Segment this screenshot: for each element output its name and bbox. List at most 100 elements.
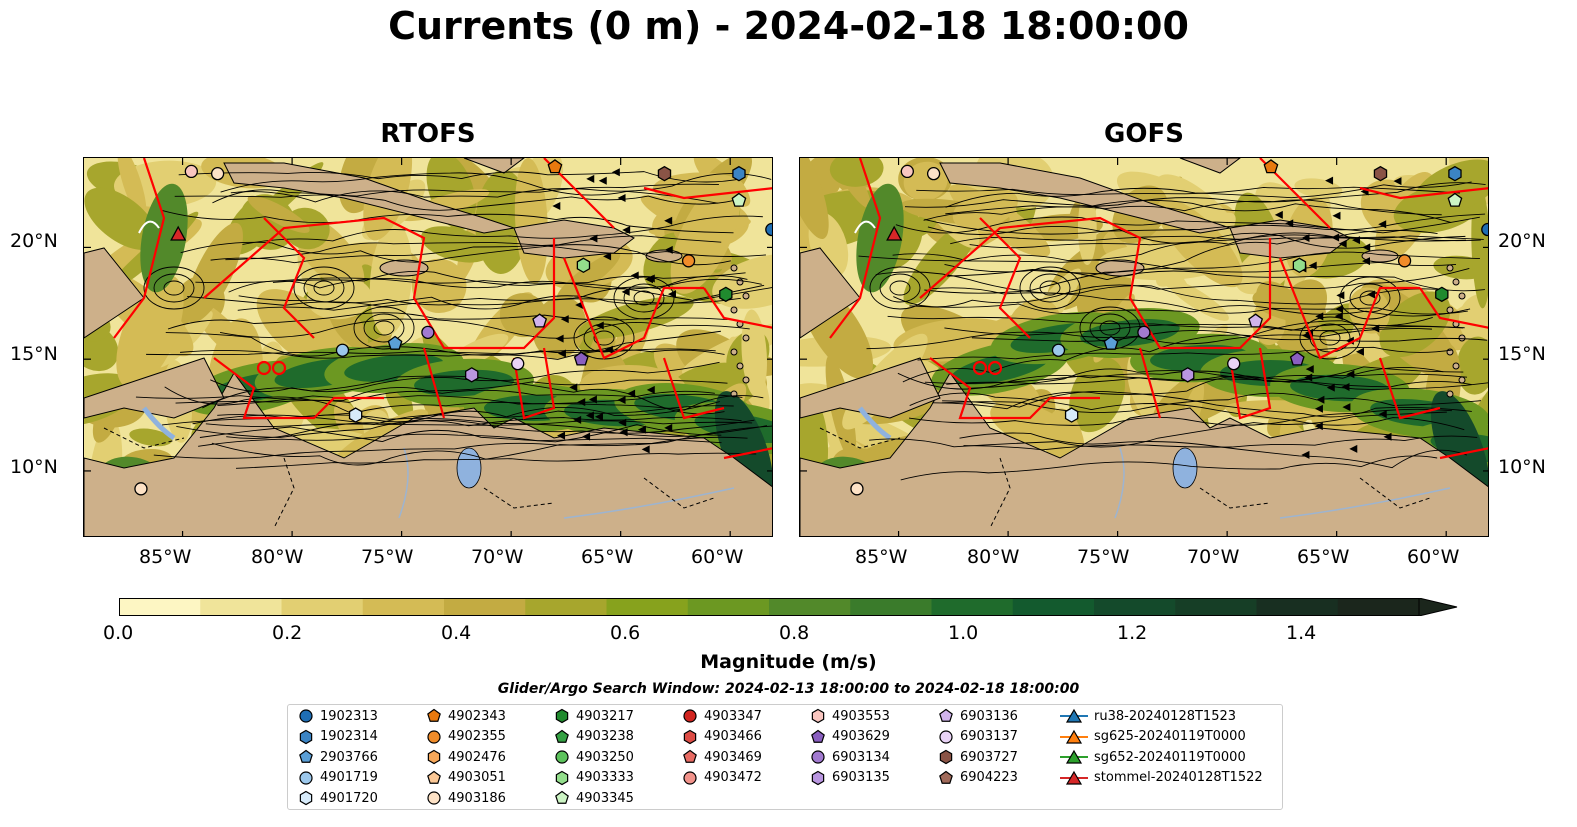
streamline-arrow	[569, 383, 578, 392]
legend-marker-hexagon	[939, 749, 953, 765]
float-marker	[532, 313, 548, 328]
streamline	[917, 346, 1452, 361]
streamline	[212, 189, 737, 211]
magnitude-patch	[84, 187, 158, 250]
legend-item: 4903250	[554, 747, 634, 767]
lesser-antilles-island	[1446, 264, 1454, 272]
float-marker	[1181, 367, 1195, 383]
legend-marker-circle	[299, 709, 313, 723]
magnitude-patch	[1458, 293, 1488, 348]
float-marker	[511, 356, 525, 371]
streamline-arrow	[573, 415, 582, 424]
colorbar-bin	[1012, 598, 1095, 616]
eez-line	[1359, 186, 1488, 329]
float-marker	[731, 192, 747, 207]
legend-label: 4903553	[832, 708, 890, 724]
legend-item: 2903766	[298, 747, 378, 767]
colorbar-tick-label: 1.0	[948, 622, 979, 644]
streamline-arrow	[1378, 220, 1387, 229]
legend-item: 4903333	[554, 768, 634, 788]
streamline-arrow	[646, 274, 655, 283]
magnitude-patch	[1471, 184, 1488, 309]
streamline	[135, 379, 728, 401]
streamline	[195, 272, 746, 284]
legend-marker-pentagon	[427, 770, 441, 784]
float-marker	[573, 351, 589, 366]
colorbar-bin	[687, 598, 770, 616]
eez-line	[662, 357, 772, 460]
float-marker	[657, 165, 672, 182]
float-marker	[1435, 286, 1449, 303]
streamline	[219, 318, 750, 339]
legend-marker-hexagon	[811, 708, 825, 724]
legend-item: 4901720	[298, 788, 378, 808]
eddy-streamline	[1339, 276, 1401, 320]
central-america	[800, 357, 941, 419]
magnitude-patch	[129, 428, 173, 447]
lon-tick-label: 85°W	[855, 546, 908, 568]
streamline	[908, 408, 1452, 426]
legend-marker-pentagon	[811, 729, 825, 743]
yucatan	[84, 247, 145, 339]
eez-line	[979, 217, 1031, 339]
lake-nicaragua	[142, 406, 176, 441]
legend-label: 2903766	[320, 749, 378, 765]
eez-line	[1138, 347, 1272, 420]
float-marker	[1248, 313, 1264, 328]
streamline	[946, 376, 1472, 388]
river	[1114, 447, 1451, 519]
lesser-antilles-island	[730, 348, 738, 356]
streamline-arrow	[1346, 370, 1355, 379]
rtofs-map[interactable]	[83, 157, 773, 537]
streamline-arrow	[619, 428, 628, 437]
legend-label: 4902476	[448, 749, 506, 765]
streamline-arrow	[582, 432, 591, 441]
colorbar-tick-label: 0.8	[779, 622, 810, 644]
streamlines	[858, 176, 1488, 481]
legend-item: 6903727	[938, 747, 1018, 767]
legend-label: 6903134	[832, 749, 890, 765]
lat-tick-label: 20°N	[10, 230, 58, 252]
float-marker	[387, 335, 403, 350]
legend-marker-triangle-line	[1060, 729, 1088, 744]
streamline	[932, 367, 1444, 410]
legend-item: 6903135	[810, 768, 890, 788]
legend-label: 4903466	[704, 729, 762, 744]
colorbar-bin	[850, 598, 932, 616]
legend-item: 4903217	[554, 706, 634, 726]
eez-line	[422, 347, 556, 420]
jamaica	[379, 259, 429, 277]
streamline	[164, 386, 720, 423]
float-marker	[1289, 351, 1305, 366]
streamline-arrow	[1274, 210, 1283, 219]
colorbar-tick-label: 0.2	[272, 622, 303, 644]
lon-tick-label: 80°W	[251, 546, 304, 568]
float-marker	[765, 222, 772, 237]
legend-label: 4903345	[576, 790, 634, 806]
cuba	[939, 162, 1231, 234]
float-marker	[926, 166, 941, 181]
legend-marker-pentagon	[299, 749, 313, 763]
eez-line	[1378, 357, 1488, 460]
float-marker	[1064, 407, 1079, 423]
colorbar-bin	[606, 598, 689, 616]
legend-label: 1902314	[320, 729, 378, 744]
axis-ticks	[800, 158, 1488, 536]
lat-tick-label: 10°N	[10, 456, 58, 478]
float-marker	[134, 482, 148, 496]
streamline-arrow	[589, 234, 598, 243]
eez-boundaries	[829, 158, 1488, 460]
lat-tick-label: 20°N	[1498, 230, 1546, 252]
streamline	[916, 186, 1460, 196]
country-border	[103, 427, 715, 529]
lake-maracaibo	[1172, 447, 1198, 489]
streamline	[909, 303, 1471, 317]
search-window-caption: Glider/Argo Search Window: 2024-02-13 18…	[497, 681, 1080, 697]
gofs-map[interactable]	[799, 157, 1489, 537]
magnitude-patch	[952, 188, 1018, 230]
legend-item: sg652-20240119T0000	[1060, 747, 1246, 767]
streamline-arrow	[1341, 382, 1350, 391]
float-marker	[1373, 165, 1388, 182]
legend-marker-pentagon	[939, 708, 953, 722]
streamline-arrow	[1305, 365, 1314, 374]
